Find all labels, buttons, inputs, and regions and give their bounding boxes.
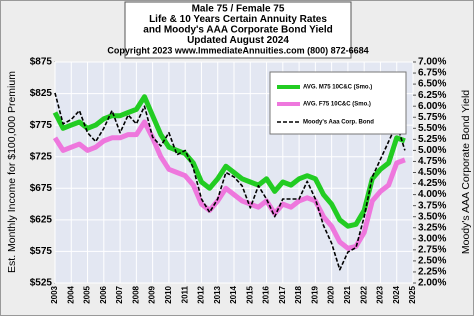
subtitle: Life & 10 Years Certain Annuity Rates (149, 14, 327, 25)
legend: AVG. M75 10C&C (Smo.) AVG. F75 10C&C (Smo… (269, 71, 407, 135)
y-tick-label: $775 (30, 120, 53, 131)
x-tick-label: 2024 (392, 285, 401, 303)
y-tick-label: $625 (30, 214, 53, 225)
x-tick-label: 2008 (131, 285, 140, 303)
y-tick-label: $525 (30, 278, 53, 289)
x-tick-label: 2005 (83, 285, 92, 303)
x-tick-label: 2007 (115, 285, 124, 303)
y2-tick-label: 2.25% (418, 267, 446, 278)
subtitle: Copyright 2023 www.ImmediateAnnuities.co… (107, 45, 368, 55)
y2-tick-label: 4.25% (418, 178, 446, 189)
x-tick-label: 2014 (229, 285, 238, 303)
x-tick-label: 2023 (376, 285, 385, 303)
legend-label: AVG. F75 10C&C (Smo.) (303, 102, 371, 108)
y2-axis-label: Moody's AAA Corporate Bond Yield (460, 90, 472, 254)
y2-tick-label: 5.75% (418, 112, 446, 123)
y-tick-label: $675 (30, 183, 53, 194)
x-tick-label: 2019 (310, 285, 319, 303)
x-tick-label: 2013 (213, 285, 222, 303)
y2-tick-label: 6.00% (418, 101, 446, 112)
y2-tick-label: 2.00% (418, 278, 446, 289)
y-tick-label: $875 (30, 57, 53, 68)
x-tick-label: 2021 (343, 285, 352, 303)
y2-tick-label: 5.00% (418, 145, 446, 156)
chart-title: Male 75 / Female 75 (192, 4, 285, 15)
y2-tick-label: 4.00% (418, 189, 446, 200)
legend-label: Moody's Aaa Corp. Bond (303, 120, 374, 126)
y2-tick-label: 6.50% (418, 79, 446, 90)
y2-tick-label: 2.75% (418, 244, 446, 255)
y2-tick-label: 7.00% (418, 57, 446, 68)
x-tick-label: 2020 (327, 285, 336, 303)
y-tick-label: $725 (30, 151, 53, 162)
x-tick-label: 2022 (359, 285, 368, 303)
x-tick-label: 2012 (197, 285, 206, 303)
legend-label: AVG. M75 10C&C (Smo.) (303, 85, 372, 91)
y2-tick-label: 4.75% (418, 156, 446, 167)
series-line (52, 119, 406, 251)
y2-tick-label: 3.25% (418, 222, 446, 233)
x-tick-label: 2010 (164, 285, 173, 303)
y2-tick-label: 2.50% (418, 256, 446, 267)
y2-tick-label: 6.25% (418, 90, 446, 101)
subtitle: Updated August 2024 (187, 35, 289, 46)
subtitle: and Moody's AAA Corporate Bond Yield (143, 25, 332, 36)
y2-tick-label: 5.25% (418, 134, 446, 145)
x-tick-label: 2009 (148, 285, 157, 303)
lines (52, 92, 406, 271)
x-tick-label: 2025 (408, 285, 417, 303)
x-tick-label: 2003 (50, 285, 59, 303)
y-axis-label: Est. Monthly Income for $100,000 Premium (6, 71, 18, 273)
x-tick-label: 2006 (99, 285, 108, 303)
y2-tick-label: 3.50% (418, 211, 446, 222)
y2-tick-label: 5.50% (418, 123, 446, 134)
x-tick-label: 2015 (245, 285, 254, 303)
title-box (124, 1, 352, 59)
series-line (54, 92, 406, 271)
y2-tick-label: 3.00% (418, 233, 446, 244)
y2-tick-label: 6.75% (418, 68, 446, 79)
y-tick-label: $575 (30, 246, 53, 257)
x-tick-label: 2018 (294, 285, 303, 303)
x-tick-label: 2017 (278, 285, 287, 303)
x-tick-label: 2004 (66, 285, 75, 303)
y2-tick-label: 4.50% (418, 167, 446, 178)
y-tick-label: $825 (30, 88, 53, 99)
x-tick-label: 2016 (262, 285, 271, 303)
x-tick-label: 2011 (180, 285, 189, 303)
y2-tick-label: 3.75% (418, 200, 446, 211)
